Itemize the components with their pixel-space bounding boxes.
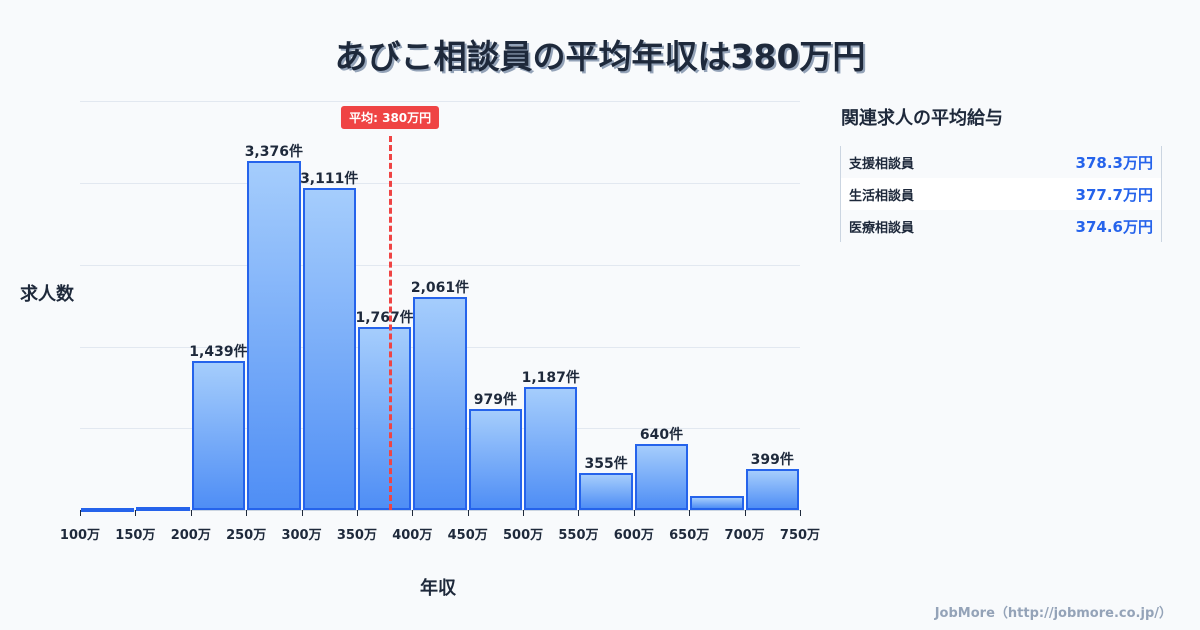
job-salary: 378.3万円 (1075, 153, 1153, 172)
job-name: 生活相談員 (849, 188, 915, 204)
x-tick-label: 500万 (502, 528, 544, 543)
related-salary-title: 関連求人の平均給与 (841, 108, 1003, 129)
x-axis (80, 510, 800, 511)
x-tick-label: 700万 (724, 528, 765, 543)
x-tick-label: 600万 (613, 528, 654, 543)
histogram-bar (468, 408, 523, 510)
footer-credit: JobMore（http://jobmore.co.jp/） (934, 606, 1172, 621)
related-salary-row: 支援相談員 378.3万円 (841, 146, 1161, 178)
x-tick-label: 450万 (447, 528, 488, 543)
x-tick-label: 750万 (779, 528, 821, 543)
y-axis-label: 求人数 (20, 284, 74, 305)
x-tick-label: 400万 (392, 528, 433, 543)
x-tick-label: 150万 (115, 528, 156, 543)
histogram-bar (524, 387, 578, 510)
bar-value-label: 399件 (750, 451, 794, 468)
x-tick-label: 250万 (226, 528, 267, 543)
x-tick (246, 510, 248, 516)
histogram-bar (690, 496, 744, 510)
histogram-bar (136, 506, 190, 511)
x-tick (633, 510, 635, 516)
x-tick (467, 510, 469, 516)
job-salary: 374.6万円 (1075, 217, 1153, 236)
histogram-bar (745, 468, 799, 510)
bar-value-label: 1,439件 (189, 344, 248, 361)
x-tick (412, 510, 414, 516)
page-title: あびこ相談員の平均年収は380万円 (334, 37, 866, 76)
bar-value-label: 355件 (584, 456, 628, 473)
x-tick (80, 510, 81, 516)
x-tick-label: 200万 (170, 528, 211, 543)
bar-value-label: 1,767件 (355, 310, 414, 327)
related-salary-row: 医療相談員 374.6万円 (841, 210, 1161, 242)
histogram-bar (191, 361, 246, 510)
average-badge: 平均: 380万円 (341, 106, 440, 129)
histogram-bar (302, 188, 356, 510)
histogram-bar (357, 327, 412, 510)
x-tick (578, 510, 580, 516)
x-tick (135, 510, 137, 516)
job-salary: 377.7万円 (1075, 185, 1153, 204)
related-salary-row: 生活相談員 377.7万円 (841, 178, 1161, 210)
histogram-bar (579, 473, 633, 510)
bar-value-label: 979件 (473, 391, 517, 408)
gridline (80, 101, 800, 102)
job-name: 支援相談員 (849, 156, 915, 172)
x-tick (356, 510, 358, 516)
bar-value-label: 1,187件 (521, 370, 580, 387)
histogram-bar (247, 161, 301, 510)
x-tick-label: 650万 (669, 528, 710, 543)
histogram-bar (413, 296, 467, 510)
bar-value-label: 3,376件 (244, 144, 303, 160)
x-tick (744, 510, 746, 516)
x-tick-label: 100万 (59, 528, 101, 543)
x-tick (190, 510, 192, 516)
x-tick (523, 510, 525, 516)
x-tick-label: 300万 (281, 528, 322, 543)
bar-value-label: 640件 (639, 426, 684, 443)
bar-value-label: 3,111件 (300, 171, 359, 188)
gridline (80, 183, 800, 184)
histogram-bar (81, 508, 135, 512)
gridline (80, 265, 800, 266)
average-line (389, 136, 393, 510)
job-name: 医療相談員 (849, 220, 915, 236)
x-tick (800, 510, 801, 516)
x-tick-label: 350万 (336, 528, 377, 543)
x-axis-label: 年収 (420, 578, 456, 599)
x-tick (689, 510, 691, 516)
bar-value-label: 2,061件 (410, 279, 470, 296)
histogram-bar (634, 443, 689, 510)
x-tick-label: 550万 (558, 528, 599, 543)
x-tick (301, 510, 303, 516)
related-salary-table: 支援相談員 378.3万円 生活相談員 377.7万円 医療相談員 374.6万… (840, 146, 1162, 242)
histogram-plot: 1,439件 3,376件 3,111件 1,767件 2,061件 979件 1,187件… (60, 100, 820, 543)
